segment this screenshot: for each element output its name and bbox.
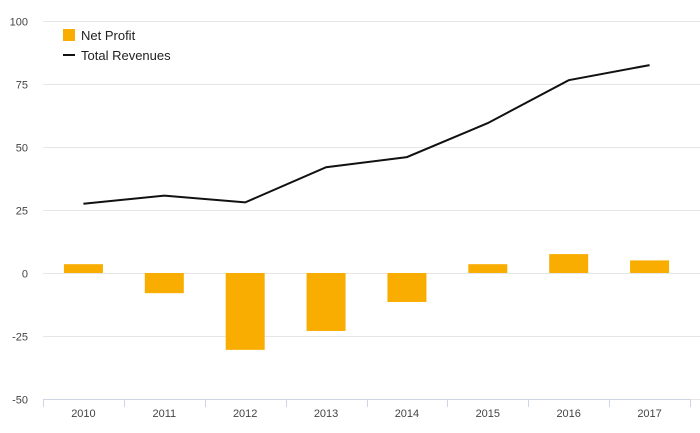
y-tick-label: 0 [22, 269, 28, 281]
total-revenues-line [83, 64, 650, 205]
bar-net-profit-2014 [387, 273, 427, 302]
y-tick-label: -25 [12, 332, 28, 344]
y-tick-label: 75 [16, 80, 28, 92]
legend-label-net-profit: Net Profit [81, 28, 136, 43]
bar-net-profit-2016 [549, 254, 589, 273]
y-tick-label: -50 [12, 395, 28, 407]
y-tick-label: 100 [10, 17, 28, 29]
bar-net-profit-2013 [306, 273, 346, 331]
legend-swatch-net-profit [63, 29, 75, 41]
x-tick-label-2012: 2012 [233, 408, 257, 420]
legend: Net Profit Total Revenues [63, 28, 171, 63]
bar-net-profit-2011 [144, 273, 184, 294]
legend-label-total-revenues: Total Revenues [81, 48, 171, 63]
bar-net-profit-2012 [225, 273, 265, 350]
x-tick-label-2010: 2010 [71, 408, 95, 420]
x-tick-label-2016: 2016 [556, 408, 580, 420]
gridlines [43, 21, 700, 400]
bar-net-profit-2017 [630, 260, 670, 273]
y-axis-ticks: 100 75 50 25 0 -25 -50 [10, 17, 28, 407]
x-tick-label-2015: 2015 [476, 408, 500, 420]
y-tick-label: 25 [16, 206, 28, 218]
x-tick-label-2017: 2017 [637, 408, 661, 420]
net-profit-bars [63, 254, 670, 350]
x-tick-label-2014: 2014 [395, 408, 419, 420]
x-axis: 2010 2011 2012 2013 2014 2015 2016 2017 [43, 399, 691, 420]
bar-net-profit-2015 [468, 264, 508, 273]
x-tick-label-2013: 2013 [314, 408, 338, 420]
y-tick-label: 50 [16, 143, 28, 155]
x-tick-label-2011: 2011 [152, 408, 176, 420]
bar-net-profit-2010 [63, 264, 103, 273]
